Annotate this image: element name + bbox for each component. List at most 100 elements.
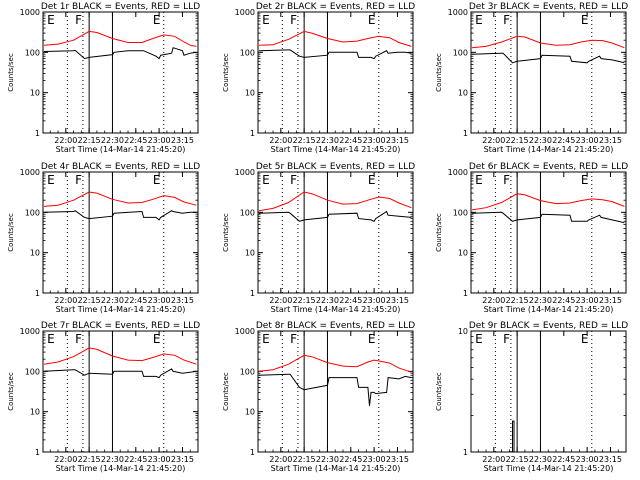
det2-y-tick-label: 100 bbox=[240, 48, 255, 57]
det6-plot-frame bbox=[470, 171, 627, 294]
det4-y-tick-label: 1 bbox=[35, 289, 40, 298]
det6-y-tick-label: 10 bbox=[458, 249, 468, 258]
det8-x-tick-label: 22:15 bbox=[293, 455, 316, 464]
det8-marker-f: F bbox=[290, 332, 297, 346]
det6-title: Det 6r BLACK = Events, RED = LLD bbox=[469, 162, 628, 172]
det7-y-tick-label: 1 bbox=[35, 448, 40, 457]
det9-y-tick-label: 10 bbox=[458, 327, 468, 336]
det4-marker-e: E bbox=[153, 173, 161, 187]
det7-marker-e: E bbox=[47, 332, 55, 346]
det7-x-tick-label: 22:45 bbox=[124, 455, 147, 464]
det5-series-events bbox=[258, 210, 412, 222]
det6-y-tick-label: 1 bbox=[463, 289, 468, 298]
det2-y-axis-label: Counts/sec bbox=[222, 53, 230, 92]
det8-plot-frame bbox=[257, 330, 414, 453]
det5-y-axis-label: Counts/sec bbox=[222, 213, 230, 252]
det1-x-tick-label: 22:45 bbox=[124, 136, 147, 145]
det2-x-tick-label: 22:30 bbox=[316, 136, 339, 145]
det6-y-tick-label: 1000 bbox=[448, 168, 468, 177]
det1-y-tick-label: 100 bbox=[25, 48, 40, 57]
det7-x-tick-label: 23:00 bbox=[148, 455, 171, 464]
det8-x-tick-label: 22:45 bbox=[339, 455, 362, 464]
det5-y-tick-label: 100 bbox=[240, 208, 255, 217]
det3-series-events bbox=[471, 52, 625, 64]
det6-series-events bbox=[471, 211, 625, 224]
det2-x-tick-label: 23:15 bbox=[386, 136, 409, 145]
det3-y-tick-label: 1 bbox=[463, 129, 468, 138]
det2-marker-e: E bbox=[262, 13, 270, 27]
det4-x-tick-label: 22:00 bbox=[54, 296, 77, 305]
det5-y-tick-label: 10 bbox=[245, 249, 255, 258]
det8-y-tick-label: 100 bbox=[240, 367, 255, 376]
det2-x-tick-label: 23:00 bbox=[363, 136, 386, 145]
det1-y-axis-label: Counts/sec bbox=[7, 53, 15, 92]
det3-series-lld bbox=[471, 35, 625, 49]
det4-marker-e: E bbox=[47, 173, 55, 187]
det9-marker-e: E bbox=[581, 332, 589, 346]
det4-x-tick-label: 22:30 bbox=[101, 296, 124, 305]
det6-x-axis-label: Start Time (14-Mar-14 21:45:20) bbox=[484, 305, 614, 314]
det5-x-axis-label: Start Time (14-Mar-14 21:45:20) bbox=[271, 305, 401, 314]
det9-x-tick-label: 23:00 bbox=[576, 455, 599, 464]
det8-marker-e: E bbox=[368, 332, 376, 346]
det2-marker-f: F bbox=[290, 13, 297, 27]
det4-y-tick-label: 10 bbox=[30, 249, 40, 258]
det3-plot-frame bbox=[470, 11, 627, 134]
det5-x-tick-label: 22:45 bbox=[339, 296, 362, 305]
det1-marker-f: F bbox=[75, 13, 82, 27]
det5-marker-f: F bbox=[290, 173, 297, 187]
det7-series-lld bbox=[43, 347, 197, 365]
det9-plot-frame bbox=[470, 330, 627, 453]
det2-plot-frame bbox=[257, 11, 414, 134]
det2-x-tick-label: 22:00 bbox=[269, 136, 292, 145]
det1-series-events bbox=[43, 47, 197, 60]
det4-x-tick-label: 22:15 bbox=[78, 296, 101, 305]
det9-marker-f: F bbox=[503, 332, 510, 346]
det8-x-tick-label: 23:00 bbox=[363, 455, 386, 464]
det1-title: Det 1r BLACK = Events, RED = LLD bbox=[41, 2, 200, 12]
det8-marker-e: E bbox=[262, 332, 270, 346]
det5-x-tick-label: 23:15 bbox=[386, 296, 409, 305]
det3-title: Det 3r BLACK = Events, RED = LLD bbox=[469, 2, 628, 12]
det7-y-tick-label: 1000 bbox=[20, 327, 40, 336]
det8-y-tick-label: 10 bbox=[245, 408, 255, 417]
det2-y-tick-label: 1000 bbox=[235, 8, 255, 17]
det7-y-tick-label: 10 bbox=[30, 408, 40, 417]
det2-series-events bbox=[258, 49, 412, 60]
det4-y-axis-label: Counts/sec bbox=[7, 213, 15, 252]
det6-marker-e: E bbox=[475, 173, 483, 187]
det2-marker-e: E bbox=[368, 13, 376, 27]
det6-marker-e: E bbox=[581, 173, 589, 187]
det9-x-tick-label: 22:30 bbox=[529, 455, 552, 464]
det8-x-axis-label: Start Time (14-Mar-14 21:45:20) bbox=[271, 464, 401, 473]
det6-y-tick-label: 100 bbox=[453, 208, 468, 217]
det8-y-axis-label: Counts/sec bbox=[222, 372, 230, 411]
det1-x-tick-label: 23:00 bbox=[148, 136, 171, 145]
det3-x-tick-label: 23:00 bbox=[576, 136, 599, 145]
det7-y-tick-label: 100 bbox=[25, 367, 40, 376]
det4-x-tick-label: 22:45 bbox=[124, 296, 147, 305]
det1-x-tick-label: 22:00 bbox=[54, 136, 77, 145]
det8-y-tick-label: 1000 bbox=[235, 327, 255, 336]
det7-x-tick-label: 23:15 bbox=[171, 455, 194, 464]
det7-plot-frame bbox=[42, 330, 199, 453]
det6-x-tick-label: 22:15 bbox=[506, 296, 529, 305]
det6-x-tick-label: 22:00 bbox=[482, 296, 505, 305]
det5-x-tick-label: 23:00 bbox=[363, 296, 386, 305]
det8-series-lld bbox=[258, 354, 412, 373]
det4-y-tick-label: 100 bbox=[25, 208, 40, 217]
det3-x-tick-label: 22:00 bbox=[482, 136, 505, 145]
det5-marker-e: E bbox=[262, 173, 270, 187]
det6-x-tick-label: 22:45 bbox=[552, 296, 575, 305]
det7-marker-e: E bbox=[153, 332, 161, 346]
det9-x-axis-label: Start Time (14-Mar-14 21:45:20) bbox=[484, 464, 614, 473]
det7-y-axis-label: Counts/sec bbox=[7, 372, 15, 411]
det1-panel: Det 1r BLACK = Events, RED = LLD 22:00 22:… bbox=[7, 2, 200, 154]
det5-series-lld bbox=[258, 191, 412, 212]
